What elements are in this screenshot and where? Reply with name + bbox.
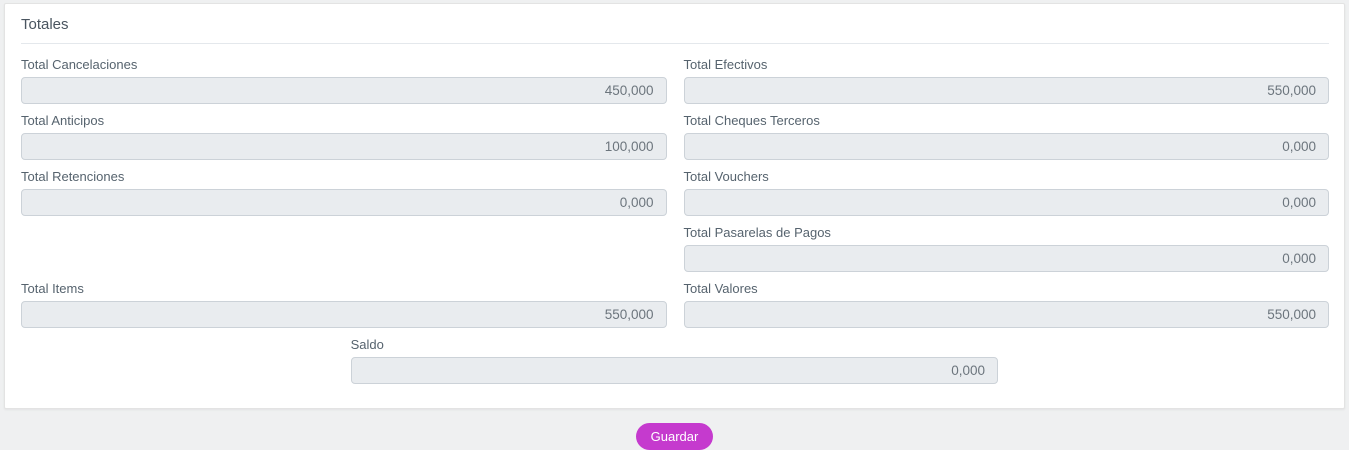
save-button[interactable]: Guardar — [635, 423, 714, 450]
saldo-label: Saldo — [350, 337, 384, 352]
total-pasarelas-de-pagos-label: Total Pasarelas de Pagos — [683, 225, 831, 240]
total-cancelaciones-input[interactable] — [21, 77, 667, 104]
total-anticipos-label: Total Anticipos — [21, 113, 105, 128]
saldo-row: Saldo — [21, 337, 1329, 384]
card-title: Totales — [21, 14, 1329, 44]
total-cheques-terceros-label: Total Cheques Terceros — [683, 113, 820, 128]
total-efectivos-input[interactable] — [683, 77, 1329, 104]
total-pasarelas-de-pagos-input[interactable] — [683, 245, 1329, 272]
field-saldo: Saldo — [350, 337, 999, 384]
totals-form: Total Cancelaciones Total Efectivos Tota… — [21, 57, 1329, 328]
footer-actions: Guardar — [0, 423, 1349, 450]
total-retenciones-input[interactable] — [21, 189, 667, 216]
total-valores-label: Total Valores — [683, 281, 758, 296]
field-total-anticipos: Total Anticipos — [21, 113, 667, 160]
total-retenciones-label: Total Retenciones — [21, 169, 125, 184]
total-vouchers-input[interactable] — [683, 189, 1329, 216]
total-anticipos-input[interactable] — [21, 133, 667, 160]
field-total-valores: Total Valores — [683, 281, 1329, 328]
field-total-efectivos: Total Efectivos — [683, 57, 1329, 104]
total-vouchers-label: Total Vouchers — [683, 169, 769, 184]
total-cancelaciones-label: Total Cancelaciones — [21, 57, 138, 72]
field-total-vouchers: Total Vouchers — [683, 169, 1329, 216]
field-total-items: Total Items — [21, 281, 667, 328]
field-total-retenciones: Total Retenciones — [21, 169, 667, 216]
total-efectivos-label: Total Efectivos — [683, 57, 768, 72]
field-total-pasarelas-de-pagos: Total Pasarelas de Pagos — [683, 225, 1329, 272]
total-valores-input[interactable] — [683, 301, 1329, 328]
field-total-cancelaciones: Total Cancelaciones — [21, 57, 667, 104]
total-items-label: Total Items — [21, 281, 84, 296]
total-items-input[interactable] — [21, 301, 667, 328]
totales-card: Totales Total Cancelaciones Total Efecti… — [4, 3, 1345, 409]
empty-cell — [21, 225, 667, 272]
field-total-cheques-terceros: Total Cheques Terceros — [683, 113, 1329, 160]
total-cheques-terceros-input[interactable] — [683, 133, 1329, 160]
saldo-input[interactable] — [350, 357, 999, 384]
